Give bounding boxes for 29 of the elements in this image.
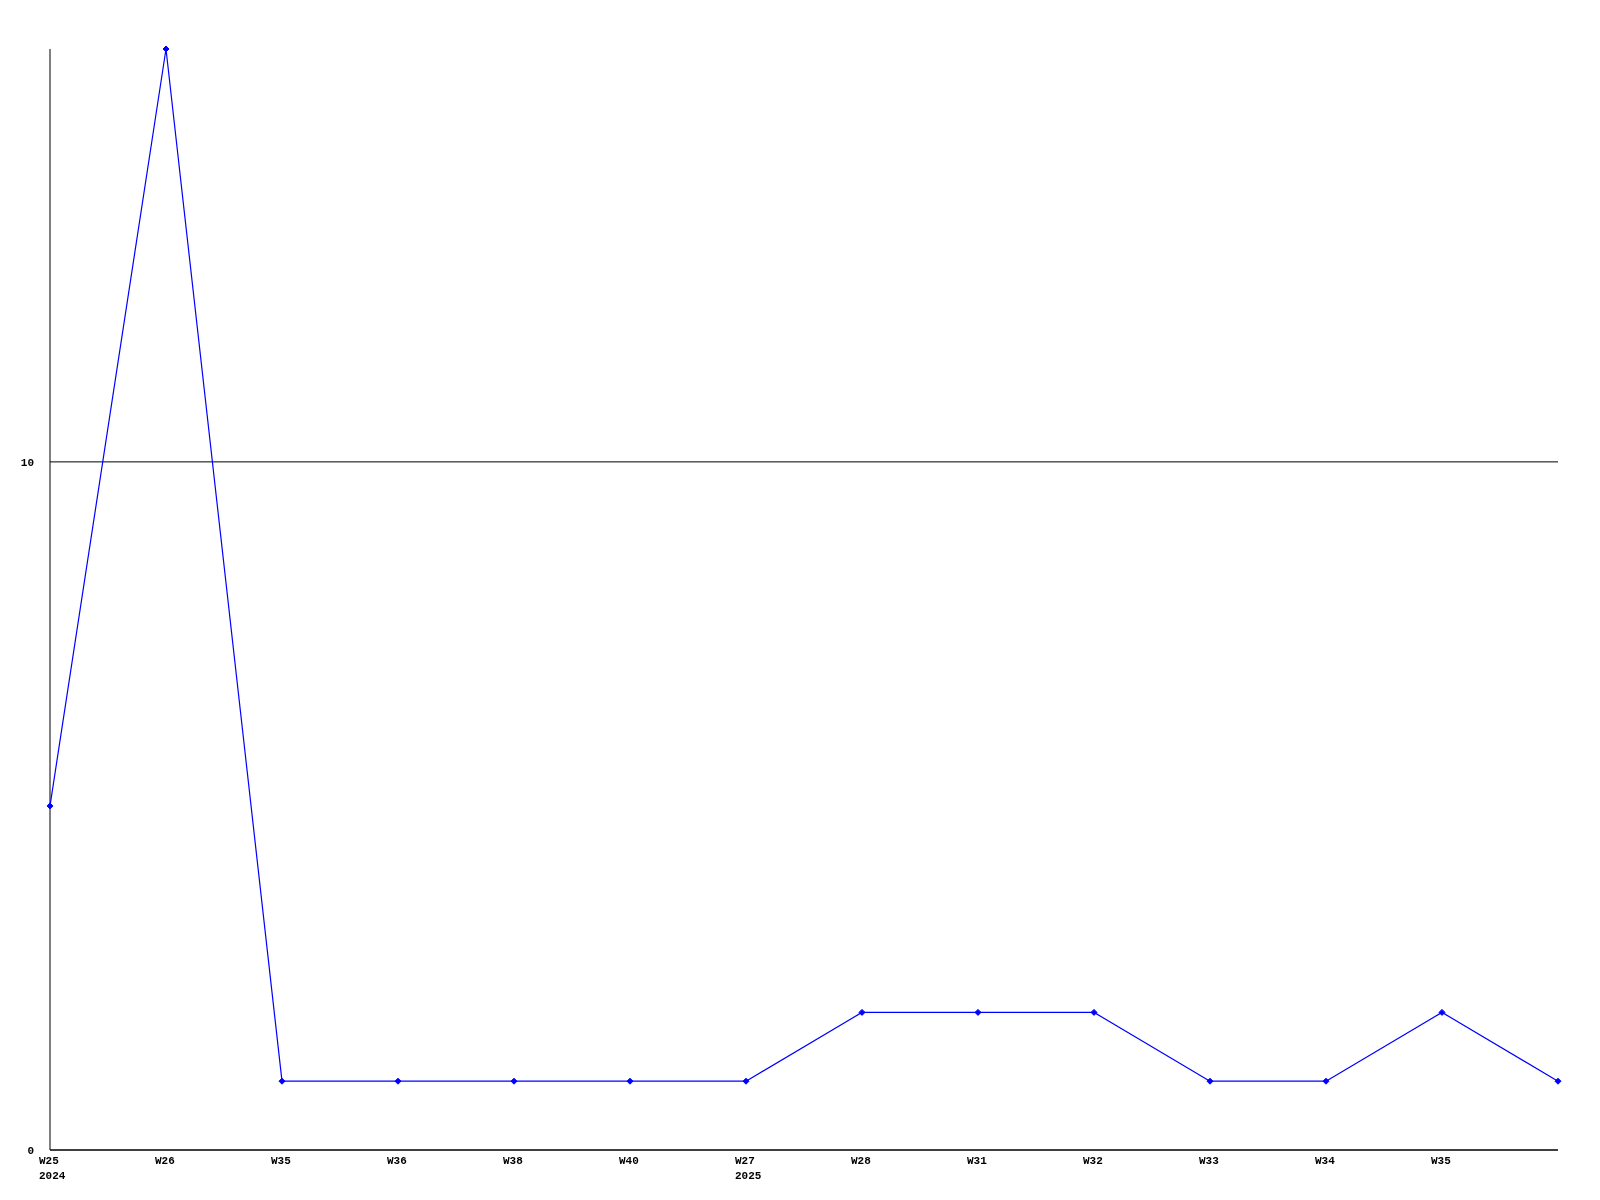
x-tick-label: W33 xyxy=(1199,1155,1220,1167)
point xyxy=(1206,1077,1214,1085)
point xyxy=(46,802,54,810)
x-tick-label: W35 xyxy=(1431,1155,1452,1167)
x-tick-label: W34 xyxy=(1315,1155,1336,1167)
point xyxy=(858,1008,866,1016)
x-tick-label: W28 xyxy=(851,1155,872,1167)
point xyxy=(1554,1077,1562,1085)
point xyxy=(1090,1008,1098,1016)
point xyxy=(742,1077,750,1085)
x-tick-label: W27 2025 xyxy=(735,1155,762,1182)
point xyxy=(510,1077,518,1085)
point xyxy=(162,45,170,53)
x-tick-label: W26 xyxy=(155,1155,175,1167)
point xyxy=(1438,1008,1446,1016)
x-tick-label: W31 xyxy=(967,1155,988,1167)
y-tick-label: 0 xyxy=(27,1144,34,1157)
x-tick-label: W40 xyxy=(619,1155,639,1167)
point xyxy=(278,1077,286,1085)
point xyxy=(394,1077,402,1085)
point xyxy=(1322,1077,1330,1085)
x-tick-label: W36 xyxy=(387,1155,407,1167)
x-tick-label: W25 2024 xyxy=(39,1155,66,1182)
point xyxy=(626,1077,634,1085)
x-tick-label: W32 xyxy=(1083,1155,1103,1167)
x-tick-label: W35 xyxy=(271,1155,292,1167)
x-tick-label: W38 xyxy=(503,1155,524,1167)
point xyxy=(974,1008,982,1016)
y-tick-label: 10 xyxy=(20,456,34,469)
